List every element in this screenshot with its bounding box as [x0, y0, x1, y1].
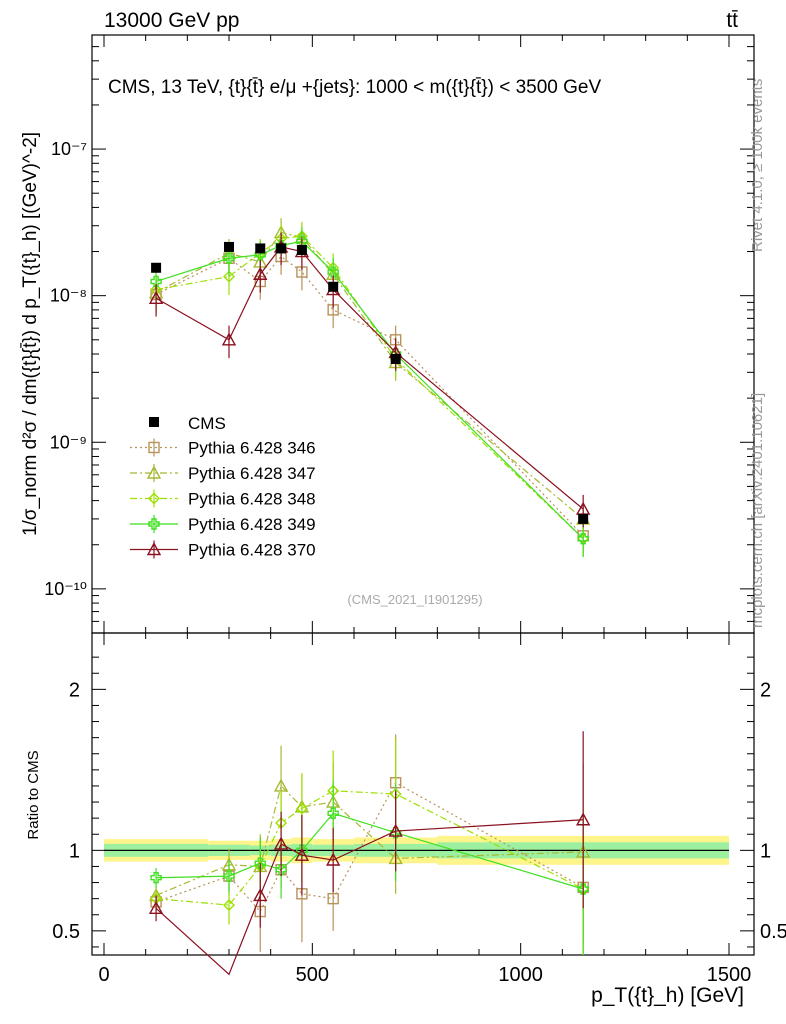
pythia-6428-347-line: [155, 231, 584, 520]
header-final-state: tt̄: [726, 9, 738, 32]
cms-data-point: [255, 243, 266, 254]
pythia-6428-349-ratio-point: [275, 863, 287, 876]
pythia-6428-349-point: [327, 266, 339, 278]
axes: 0 500 1000 1500 10⁻¹⁰ 10⁻⁹ 10⁻⁸ 10⁻⁷ 0.5 0.5 1 1 2 2: [44, 34, 786, 986]
ratio-tick-label-right: 1: [760, 840, 771, 862]
legend-marker: [148, 518, 160, 530]
x-tick-label: 1500: [707, 964, 752, 986]
x-tick-label: 500: [296, 964, 329, 986]
ratio-tick-label: 0.5: [52, 921, 80, 943]
chart-title: CMS, 13 TeV, {t}{t̄} e/μ +{jets}: 1000 <…: [108, 77, 601, 98]
y-tick-label: 10⁻¹⁰: [44, 579, 87, 599]
legend-label: Pythia 6.428 349: [188, 515, 316, 534]
ratio-bands: [104, 835, 729, 865]
rivet-label: Rivet 4.1.0, ≥ 100k events: [749, 79, 766, 252]
pythia-6428-370-ratio-line: [155, 819, 584, 976]
pythia-6428-349-ratio-point: [150, 872, 162, 884]
ratio-axis-label: Ratio to CMS: [25, 750, 42, 839]
pythia-6428-348-ratio-line: [156, 790, 584, 906]
mcplots-label: mcplots.cern.ch [arXiv:2401.10621]: [749, 393, 766, 628]
pythia-6428-349-point: [223, 252, 235, 264]
ratio-tick-label: 1: [69, 840, 80, 862]
pythia-6428-349-point: [150, 275, 162, 288]
y-tick-label: 10⁻⁸: [50, 286, 87, 306]
pythia-6428-346-line: [155, 255, 584, 537]
pythia-6428-349-ratio-point: [577, 883, 589, 895]
cms-data-point: [578, 513, 589, 524]
pythia-6428-370-point: [221, 332, 237, 346]
pythia-6428-370-ratio-point: [294, 847, 310, 861]
legend-label: Pythia 6.428 346: [188, 439, 316, 458]
main-series: [148, 218, 591, 557]
pythia-6428-348-ratio-point: [295, 802, 308, 815]
pythia-6428-370-ratio-point: [575, 812, 591, 826]
cms-data-point: [328, 281, 339, 292]
pythia-6428-346-ratio-line: [155, 781, 584, 913]
x-tick-label: 0: [98, 964, 109, 986]
pythia-6428-348-line: [155, 235, 584, 540]
legend-label: Pythia 6.428 348: [188, 490, 316, 509]
cms-data-point: [276, 243, 287, 254]
pythia-6428-370-ratio-point: [148, 900, 164, 915]
ratio-tick-label: 2: [69, 679, 80, 701]
x-axis-label: p_T({t}_h) [GeV]: [591, 984, 744, 1007]
legend-marker: [146, 465, 162, 479]
y-tick-label: 10⁻⁹: [50, 432, 87, 452]
y-axis-label: 1/σ_norm d²σ / dm({t}{t̄}) d p_T({t}_h) …: [20, 132, 41, 536]
legend-label: Pythia 6.428 370: [188, 541, 316, 560]
y-tick-label: 10⁻⁷: [51, 139, 87, 159]
ratio-tick-label-right: 2: [760, 679, 771, 701]
pythia-6428-370-ratio-point: [273, 836, 289, 850]
cms-data-point: [296, 244, 307, 255]
pythia-6428-370-ratio-point: [253, 887, 268, 902]
ratio-series: [148, 731, 591, 976]
legend: CMS Pythia 6.428 346 Pythia 6.428 347 Pythi…: [130, 414, 316, 560]
pythia-6428-370-line: [155, 246, 584, 510]
cms-data-point: [390, 353, 401, 364]
ratio-plot-frame: [91, 632, 755, 956]
pythia-6428-348-ratio-point: [223, 899, 235, 912]
pythia-6428-349-ratio-point: [223, 870, 235, 882]
legend-marker: [148, 492, 160, 505]
pythia-6428-348-point: [223, 270, 235, 283]
pythia-6428-346-ratio-point: [327, 892, 339, 905]
header-process: 13000 GeV pp: [104, 9, 239, 32]
legend-marker: [146, 542, 162, 556]
pythia-6428-370-ratio-point: [388, 823, 403, 837]
ratio-tick-label-right: 0.5: [760, 921, 786, 943]
pythia-6428-349-ratio-point: [254, 857, 266, 869]
legend-label: Pythia 6.428 347: [188, 464, 316, 483]
pythia-6428-349-point: [296, 235, 308, 247]
analysis-label: (CMS_2021_I1901295): [347, 592, 482, 607]
legend-marker: [148, 441, 160, 454]
cms-data-point: [224, 241, 234, 252]
legend-cms-label: CMS: [188, 414, 226, 433]
pythia-6428-349-ratio-point: [327, 807, 339, 820]
legend-cms-marker: [149, 417, 159, 427]
pythia-6428-349-point: [577, 532, 589, 545]
cms-data-point: [151, 262, 162, 273]
pythia-6428-370-point: [253, 266, 268, 280]
x-tick-label: 1000: [498, 964, 543, 986]
pythia-6428-370-point: [148, 290, 164, 304]
pythia-6428-370-ratio-point: [325, 852, 341, 866]
